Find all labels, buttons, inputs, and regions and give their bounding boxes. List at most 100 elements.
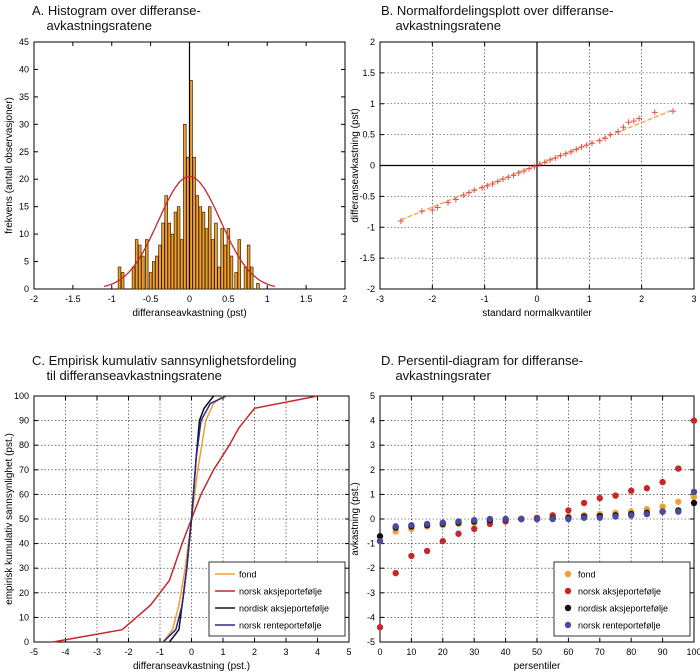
x-axis-label: differanseavkastning (pst)	[132, 308, 246, 319]
histogram-bar	[141, 255, 145, 290]
percentile-point	[439, 519, 446, 526]
percentile-point	[643, 510, 651, 518]
percentile-point	[596, 514, 603, 521]
percentile-point	[596, 494, 603, 502]
y-tick-label: 30	[19, 119, 29, 129]
y-axis-label: differanseavkastning (pst)	[350, 108, 361, 222]
percentile-point	[659, 503, 666, 510]
plus-marker	[465, 189, 472, 196]
x-tick-label: 20	[438, 647, 448, 657]
histogram-bar	[223, 244, 227, 290]
x-tick-label: 2	[342, 294, 347, 304]
x-tick-label: -1	[481, 294, 489, 304]
x-tick-label: -1	[108, 294, 116, 304]
plus-marker	[499, 176, 506, 183]
x-tick-label: 80	[626, 647, 636, 657]
y-axis-label: frekvens (antall observasjoner)	[4, 97, 15, 234]
plus-marker	[531, 163, 538, 170]
x-tick-label: 50	[532, 647, 542, 657]
percentile-point	[408, 552, 415, 560]
histogram-bar	[161, 222, 165, 290]
x-tick-label: -5	[30, 647, 38, 657]
plus-marker	[510, 172, 517, 179]
histogram-bar	[176, 206, 181, 290]
histogram-bar	[234, 272, 238, 290]
legend-label: norsk aksjeportefølje	[578, 587, 661, 597]
percentile-point	[690, 417, 698, 424]
plus-marker	[471, 187, 478, 194]
histogram-bar	[189, 80, 193, 290]
legend-label: nordisk aksjeportefølje	[239, 604, 329, 614]
percentile-point	[612, 492, 619, 499]
plus-marker	[615, 128, 622, 135]
y-tick-label: 2	[370, 465, 375, 475]
panel-d-title: D. Persentil-diagram for differanse- avk…	[381, 353, 584, 383]
x-tick-label: -0.5	[143, 294, 159, 304]
y-tick-label: 50	[19, 514, 29, 524]
plus-marker	[625, 119, 632, 126]
plus-marker	[489, 181, 496, 188]
panel-b-title: B. Normalfordelingsplott over differanse…	[381, 3, 614, 33]
y-tick-label: -3	[367, 588, 375, 598]
histogram-bar	[217, 266, 221, 290]
x-tick-label: -2	[428, 294, 436, 304]
legend-swatch	[564, 570, 572, 578]
x-tick-label: -3	[93, 647, 101, 657]
y-tick-label: 30	[19, 563, 29, 573]
histogram-bar	[148, 272, 153, 290]
percentile-point	[486, 515, 494, 523]
histogram-bar	[170, 233, 175, 290]
plus-marker	[602, 135, 609, 142]
x-axis-label: standard normalkvantiler	[482, 308, 592, 319]
histogram-bar	[243, 266, 248, 290]
x-tick-label: -3	[376, 294, 384, 304]
histogram-bar	[158, 244, 162, 290]
percentile-point	[675, 508, 682, 515]
percentile-point	[376, 624, 384, 631]
x-tick-label: 0	[534, 294, 539, 304]
percentile-point	[392, 523, 399, 530]
x-tick-label: 1	[265, 294, 270, 304]
legend-label: nordisk aksjeportefølje	[578, 604, 668, 614]
y-tick-label: 25	[19, 147, 29, 157]
histogram-bar	[155, 255, 159, 290]
histogram-bar	[198, 206, 203, 290]
histogram-bar	[201, 211, 206, 290]
legend-label: fond	[239, 570, 257, 580]
percentile-point	[565, 507, 572, 514]
y-tick-label: 1.5	[362, 68, 375, 78]
percentile-point	[471, 517, 478, 524]
histogram-bar	[220, 228, 224, 290]
percentile-point	[439, 537, 446, 545]
percentile-point	[518, 515, 525, 523]
percentile-point	[533, 515, 541, 523]
legend-label: norsk aksjeportefølje	[239, 587, 322, 597]
percentile-point	[423, 547, 431, 555]
plus-marker	[636, 115, 643, 122]
plus-marker	[434, 204, 441, 211]
panel-b-axes: -3 -2 -1 0 1 2 3-2-1.5-1-0.500.511.52standard …	[350, 37, 697, 319]
histogram-bars	[117, 80, 260, 290]
percentile-point	[675, 465, 682, 472]
percentile-point	[471, 525, 478, 533]
legend-label: fond	[578, 570, 596, 580]
x-tick-label: 0	[189, 647, 194, 657]
legend-d: fond norsk aksjeportefølje nordisk aksjepo…	[553, 561, 691, 637]
y-tick-label: -1	[367, 539, 375, 549]
panel-c-title: C. Empirisk kumulativ sannsynlighetsford…	[32, 353, 297, 383]
legend-swatch	[564, 621, 572, 629]
x-tick-label: 1	[587, 294, 592, 304]
legend-label: norsk renteportefølje	[239, 621, 322, 631]
histogram-bar	[180, 239, 184, 290]
y-tick-label: 5	[370, 391, 375, 401]
plus-marker	[562, 150, 569, 157]
percentile-point	[628, 487, 635, 494]
panel-c-axes: -5 -4 -3 -2 -1 0 1 2 3 4 50102030405060708090100di…	[4, 391, 352, 672]
percentile-point	[549, 515, 556, 523]
plus-marker	[460, 192, 467, 199]
plus-marker	[526, 165, 533, 172]
y-tick-label: 20	[19, 174, 29, 184]
percentile-point	[690, 488, 698, 496]
plus-marker	[515, 169, 522, 176]
plus-marker	[494, 178, 501, 185]
